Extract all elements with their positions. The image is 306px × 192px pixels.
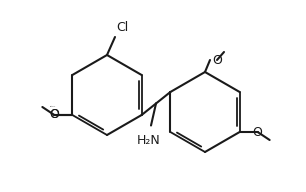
Text: methoxy: methoxy [50,106,57,107]
Text: O: O [212,54,222,66]
Text: Cl: Cl [116,21,128,34]
Text: O: O [50,108,59,122]
Text: H₂N: H₂N [137,133,161,146]
Text: O: O [50,108,59,122]
Text: O: O [253,126,263,138]
